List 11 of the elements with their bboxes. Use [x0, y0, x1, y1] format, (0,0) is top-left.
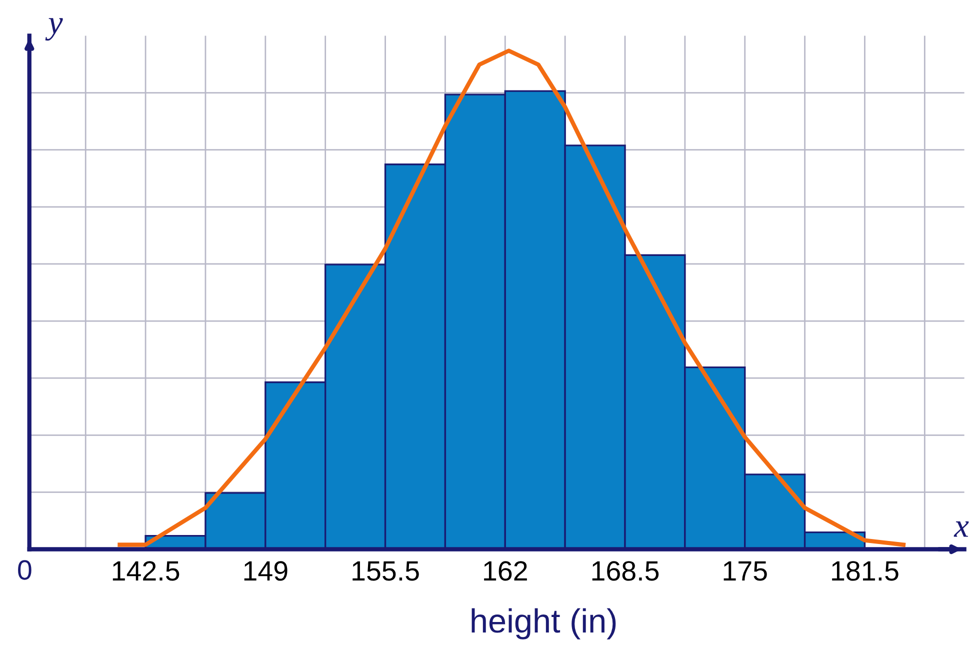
annotation: x	[954, 521, 969, 537]
x-tick-label: 149	[244, 561, 288, 581]
x-tick-label: 181.5	[832, 561, 898, 581]
x-tick-label: 142.5	[112, 561, 180, 581]
x-tick-label: 162	[484, 561, 527, 581]
x-tick-label: 168.5	[592, 561, 659, 581]
text: y	[45, 18, 63, 41]
x-tick-label: 175	[724, 561, 767, 581]
x-axis-title: height (in)	[472, 608, 616, 640]
x-tick-label: 155.5	[352, 561, 419, 581]
text: 0	[18, 560, 32, 580]
